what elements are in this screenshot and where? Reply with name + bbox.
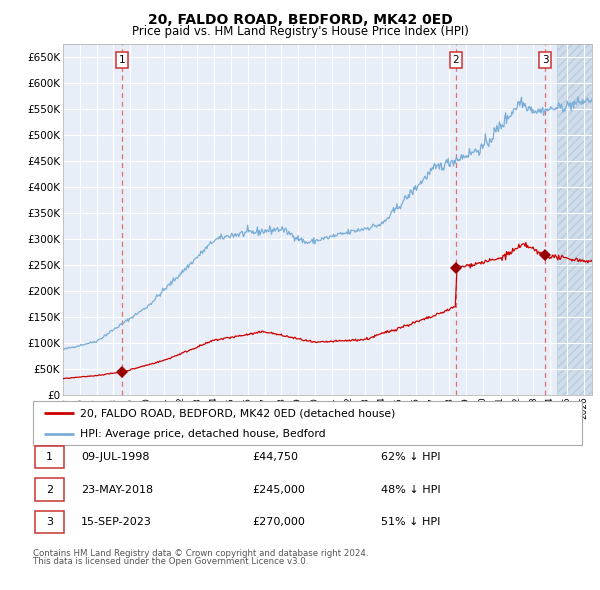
Text: 3: 3 [542,55,548,65]
Text: 15-SEP-2023: 15-SEP-2023 [81,517,152,527]
Text: Price paid vs. HM Land Registry's House Price Index (HPI): Price paid vs. HM Land Registry's House … [131,25,469,38]
Text: 48% ↓ HPI: 48% ↓ HPI [381,485,440,494]
Text: 20, FALDO ROAD, BEDFORD, MK42 0ED: 20, FALDO ROAD, BEDFORD, MK42 0ED [148,13,452,27]
Text: 09-JUL-1998: 09-JUL-1998 [81,453,149,462]
Bar [557,44,592,395]
Text: 23-MAY-2018: 23-MAY-2018 [81,485,153,494]
Text: 20, FALDO ROAD, BEDFORD, MK42 0ED (detached house): 20, FALDO ROAD, BEDFORD, MK42 0ED (detac… [80,408,395,418]
Text: 2: 2 [452,55,459,65]
Text: 1: 1 [46,453,53,462]
Text: £270,000: £270,000 [252,517,305,527]
Text: £245,000: £245,000 [252,485,305,494]
Text: HPI: Average price, detached house, Bedford: HPI: Average price, detached house, Bedf… [80,430,325,440]
Text: 3: 3 [46,517,53,527]
FancyBboxPatch shape [33,401,582,445]
Text: This data is licensed under the Open Government Licence v3.0.: This data is licensed under the Open Gov… [33,558,308,566]
Text: 2: 2 [46,485,53,494]
Text: 51% ↓ HPI: 51% ↓ HPI [381,517,440,527]
Text: 1: 1 [119,55,125,65]
Text: 62% ↓ HPI: 62% ↓ HPI [381,453,440,462]
Text: Contains HM Land Registry data © Crown copyright and database right 2024.: Contains HM Land Registry data © Crown c… [33,549,368,558]
Text: £44,750: £44,750 [252,453,298,462]
